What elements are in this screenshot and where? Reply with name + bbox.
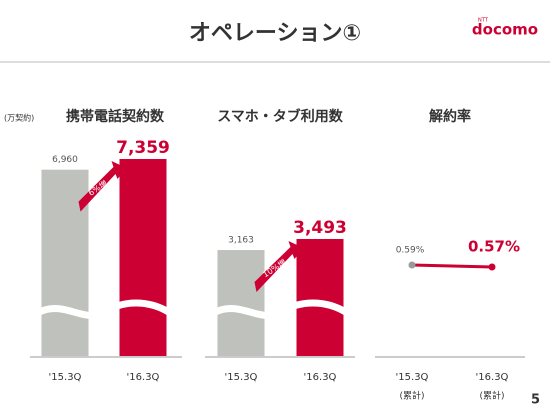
category-note: (累計) bbox=[399, 390, 424, 402]
x-tick-label: '15.3Q bbox=[225, 372, 258, 383]
bar bbox=[119, 159, 167, 356]
x-tick-label: '15.3Q bbox=[49, 372, 82, 383]
category-note: (累計) bbox=[479, 390, 504, 402]
x-tick-label: '16.3Q bbox=[304, 372, 337, 383]
chart-title: 携帯電話契約数 bbox=[66, 108, 165, 125]
page-number: 5 bbox=[531, 393, 540, 408]
logo-ntt: NTT bbox=[478, 18, 489, 24]
value-label: 0.57% bbox=[468, 238, 520, 256]
value-label: 0.59% bbox=[396, 246, 425, 256]
growth-arrow bbox=[254, 241, 304, 293]
value-label: 3,163 bbox=[228, 236, 254, 246]
growth-arrow bbox=[78, 161, 127, 212]
x-tick-label: '16.3Q bbox=[476, 372, 509, 383]
chart-title: 解約率 bbox=[429, 108, 471, 125]
value-label: 6,960 bbox=[52, 155, 78, 165]
bar bbox=[41, 169, 89, 356]
value-label: 7,359 bbox=[116, 138, 170, 158]
trend-line bbox=[411, 263, 493, 269]
chart-title: スマホ・タブ利用数 bbox=[217, 108, 344, 125]
slide-title: オペレーション① bbox=[189, 21, 361, 46]
axis-break bbox=[213, 299, 348, 319]
bar bbox=[217, 250, 265, 356]
point bbox=[408, 261, 416, 269]
value-label: 3,493 bbox=[293, 218, 347, 238]
axis-break bbox=[37, 299, 171, 319]
x-tick-label: '15.3Q bbox=[396, 372, 429, 383]
logo: docomo bbox=[472, 21, 538, 39]
bar bbox=[296, 239, 344, 356]
point bbox=[488, 263, 496, 271]
unit-label: (万契約) bbox=[4, 113, 34, 123]
x-tick-label: '16.3Q bbox=[127, 372, 160, 383]
